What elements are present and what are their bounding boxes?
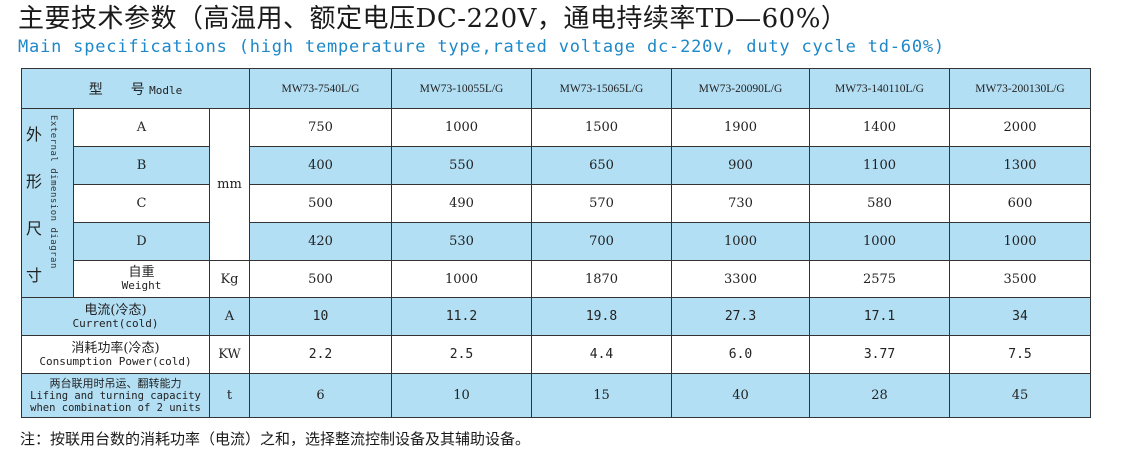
- table-cell: 10: [249, 297, 392, 336]
- table-row: 两台联用时吊运、翻转能力 Lifing and turning capacity…: [21, 373, 1091, 418]
- table-cell: 490: [391, 184, 532, 223]
- table-cell: 19.8: [531, 297, 672, 336]
- table-cell: 2.2: [249, 335, 392, 374]
- table-cell: 10: [391, 373, 532, 418]
- table-cell: 500: [249, 260, 392, 298]
- table-cell: 400: [249, 146, 392, 185]
- table-cell: 420: [249, 222, 392, 261]
- power-label: 消耗功率(冷态) Consumption Power(cold): [21, 335, 210, 374]
- model-name: MW73-7540L/G: [249, 68, 392, 109]
- title-chinese: 主要技术参数（高温用、额定电压DC-220V，通电持续率TD—60%）: [18, 4, 848, 34]
- table-cell: 550: [391, 146, 532, 185]
- model-name: MW73-200130L/G: [949, 68, 1091, 109]
- table-cell: 40: [671, 373, 810, 418]
- weight-unit: Kg: [209, 260, 250, 298]
- table-cell: 1000: [391, 260, 532, 298]
- table-cell: 34: [949, 297, 1091, 336]
- table-cell: 1000: [949, 222, 1091, 261]
- table-cell: 1870: [531, 260, 672, 298]
- table-row: B 400 550 650 900 1100 1300: [22, 146, 1091, 185]
- table-cell: 17.1: [809, 297, 950, 336]
- table-cell: 1000: [391, 108, 532, 147]
- table-cell: 1000: [671, 222, 810, 261]
- header-row: 型 号 Modle MW73-7540L/G MW73-10055L/G MW7…: [21, 68, 1091, 109]
- table-cell: 6: [249, 373, 392, 418]
- table-cell: 3300: [671, 260, 810, 298]
- table-cell: 570: [531, 184, 672, 223]
- table-cell: 1400: [809, 108, 950, 147]
- table-cell: 7.5: [949, 335, 1091, 374]
- table-cell: 600: [949, 184, 1091, 223]
- table-cell: 2.5: [391, 335, 532, 374]
- table-cell: 27.3: [671, 297, 810, 336]
- weight-label: 自重 Weight: [73, 260, 210, 298]
- table-row: 自重 Weight Kg 500 1000 1870 3300 2575 350…: [22, 260, 1091, 298]
- dimension-group-en: External dimension diagran: [48, 115, 58, 269]
- table-cell: 3500: [949, 260, 1091, 298]
- table-cell: 730: [671, 184, 810, 223]
- table-cell: 6.0: [671, 335, 810, 374]
- model-name: MW73-20090L/G: [671, 68, 810, 109]
- dimension-label: B: [73, 146, 210, 185]
- table-cell: 700: [531, 222, 672, 261]
- model-name: MW73-140110L/G: [809, 68, 950, 109]
- current-label: 电流(冷态) Current(cold): [21, 297, 210, 336]
- table-cell: 500: [249, 184, 392, 223]
- dimension-label: A: [73, 108, 210, 147]
- footnote: 注：按联用台数的消耗功率（电流）之和，选择整流控制设备及其辅助设备。: [20, 430, 531, 448]
- model-name: MW73-10055L/G: [391, 68, 532, 109]
- table-row: D 420 530 700 1000 1000 1000: [22, 222, 1091, 261]
- lifting-unit: t: [209, 373, 250, 418]
- current-unit: A: [209, 297, 250, 336]
- table-cell: 1100: [809, 146, 950, 185]
- table-cell: 1000: [809, 222, 950, 261]
- table-cell: 1900: [671, 108, 810, 147]
- table-cell: 650: [531, 146, 672, 185]
- table-cell: 11.2: [391, 297, 532, 336]
- dimension-group-cn: 外 形 尺 寸: [25, 124, 42, 285]
- table-row: C 500 490 570 730 580 600: [22, 184, 1091, 223]
- dimension-label: C: [73, 184, 210, 223]
- model-header-en: Modle: [149, 83, 183, 97]
- table-cell: 3.77: [809, 335, 950, 374]
- table-cell: 580: [809, 184, 950, 223]
- dimension-group-label: 外 形 尺 寸 External dimension diagran: [21, 108, 74, 298]
- table-cell: 2000: [949, 108, 1091, 147]
- table-cell: 28: [809, 373, 950, 418]
- table-row: 消耗功率(冷态) Consumption Power(cold) KW 2.2 …: [21, 335, 1091, 374]
- dimension-unit: mm: [209, 108, 250, 261]
- model-name: MW73-15065L/G: [531, 68, 672, 109]
- dimension-label: D: [73, 222, 210, 261]
- power-unit: KW: [209, 335, 250, 374]
- table-cell: 900: [671, 146, 810, 185]
- table-cell: 15: [531, 373, 672, 418]
- table-cell: 1500: [531, 108, 672, 147]
- model-header-cn: 型 号: [88, 81, 145, 98]
- table-cell: 750: [249, 108, 392, 147]
- table-cell: 1300: [949, 146, 1091, 185]
- table-cell: 4.4: [531, 335, 672, 374]
- table-cell: 2575: [809, 260, 950, 298]
- table-row: 电流(冷态) Current(cold) A 10 11.2 19.8 27.3…: [21, 297, 1091, 336]
- specifications-table: 型 号 Modle MW73-7540L/G MW73-10055L/G MW7…: [21, 68, 1091, 418]
- table-cell: 45: [949, 373, 1091, 418]
- table-row: 外 形 尺 寸 External dimension diagran A mm …: [21, 108, 1091, 298]
- model-header: 型 号 Modle: [21, 68, 250, 109]
- table-cell: 530: [391, 222, 532, 261]
- lifting-label: 两台联用时吊运、翻转能力 Lifing and turning capacity…: [21, 373, 210, 418]
- title-english: Main specifications (high temperature ty…: [18, 37, 945, 57]
